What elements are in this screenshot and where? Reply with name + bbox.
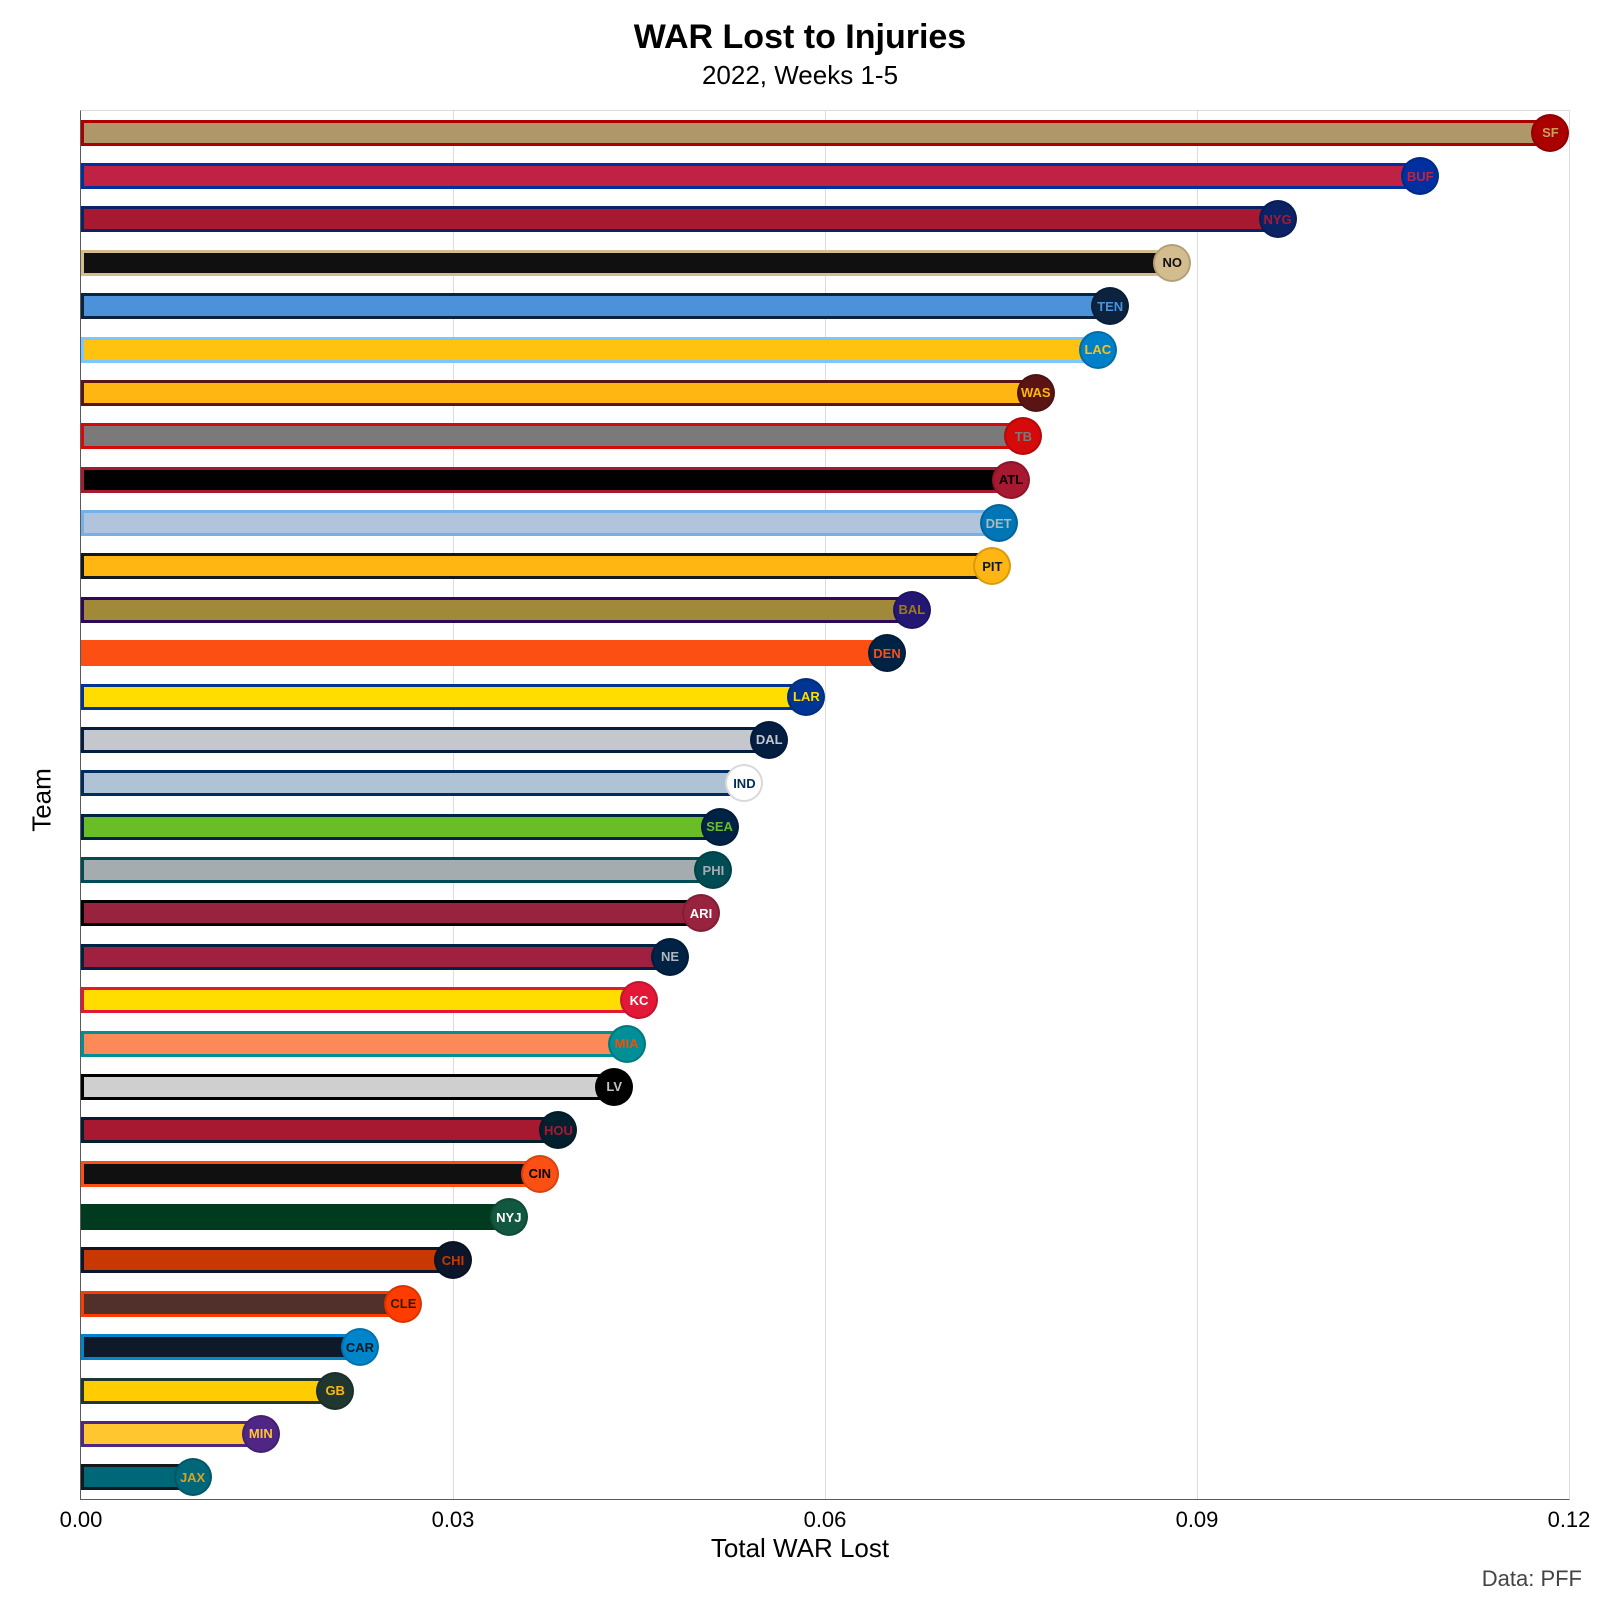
x-tick-label: 0.06 [804,1499,847,1533]
team-logo-icon: PHI [694,851,732,889]
team-logo-icon: CIN [521,1155,559,1193]
team-bar [81,553,992,579]
x-axis-label: Total WAR Lost [0,1533,1600,1564]
team-logo-icon: DET [980,504,1018,542]
team-logo-icon: LAR [787,678,825,716]
team-logo-icon: ARI [682,894,720,932]
x-tick-label: 0.00 [60,1499,103,1533]
plot-area: 0.000.030.060.090.12SFBUFNYGNOTENLACWAST… [80,110,1570,1500]
team-bar [81,944,670,970]
team-logo-icon: WAS [1017,374,1055,412]
y-axis-label: Team [26,768,57,832]
grid-line [1197,111,1198,1499]
chart-title: WAR Lost to Injuries [0,18,1600,57]
x-tick-label: 0.09 [1176,1499,1219,1533]
team-logo-icon: DAL [750,721,788,759]
team-bar [81,163,1420,189]
team-bar [81,467,1011,493]
team-logo-icon: HOU [539,1111,577,1149]
team-bar [81,1161,540,1187]
team-logo-icon: NYG [1259,200,1297,238]
team-logo-icon: GB [316,1372,354,1410]
team-bar [81,380,1036,406]
team-bar [81,1117,558,1143]
team-bar [81,684,806,710]
team-bar [81,814,720,840]
war-lost-chart: WAR Lost to Injuries 2022, Weeks 1-5 Tea… [0,0,1600,1600]
team-logo-icon: JAX [174,1458,212,1496]
team-bar [81,510,999,536]
team-logo-icon: BUF [1401,157,1439,195]
team-bar [81,1204,509,1230]
team-logo-icon: ATL [992,461,1030,499]
team-bar [81,1074,614,1100]
team-logo-icon: CAR [341,1328,379,1366]
team-bar [81,1421,261,1447]
team-logo-icon: MIA [608,1025,646,1063]
team-logo-icon: PIT [973,547,1011,585]
team-logo-icon: CHI [434,1241,472,1279]
team-logo-icon: NYJ [490,1198,528,1236]
chart-caption: Data: PFF [1482,1566,1582,1592]
team-bar [81,1378,335,1404]
team-logo-icon: LV [595,1068,633,1106]
team-logo-icon: SF [1531,114,1569,152]
team-logo-icon: MIN [242,1415,280,1453]
team-bar [81,293,1110,319]
team-logo-icon: BAL [893,591,931,629]
team-bar [81,1247,453,1273]
team-bar [81,640,887,666]
grid-line [825,111,826,1499]
team-logo-icon: KC [620,981,658,1019]
team-logo-icon: SEA [701,808,739,846]
team-logo-icon: IND [725,764,763,802]
team-bar [81,423,1023,449]
team-bar [81,987,639,1013]
team-logo-icon: DEN [868,634,906,672]
team-logo-icon: NO [1153,244,1191,282]
team-bar [81,857,713,883]
team-bar [81,727,769,753]
team-bar [81,120,1550,146]
team-bar [81,1031,627,1057]
x-tick-label: 0.03 [432,1499,475,1533]
chart-subtitle: 2022, Weeks 1-5 [0,60,1600,91]
grid-line [453,111,454,1499]
team-logo-icon: TEN [1091,287,1129,325]
team-bar [81,900,701,926]
team-bar [81,337,1098,363]
team-logo-icon: LAC [1079,331,1117,369]
team-bar [81,1334,360,1360]
team-logo-icon: CLE [384,1285,422,1323]
team-bar [81,1291,403,1317]
team-bar [81,250,1172,276]
team-bar [81,597,912,623]
team-logo-icon: TB [1004,417,1042,455]
team-bar [81,206,1278,232]
team-bar [81,770,744,796]
team-logo-icon: NE [651,938,689,976]
x-tick-label: 0.12 [1548,1499,1591,1533]
